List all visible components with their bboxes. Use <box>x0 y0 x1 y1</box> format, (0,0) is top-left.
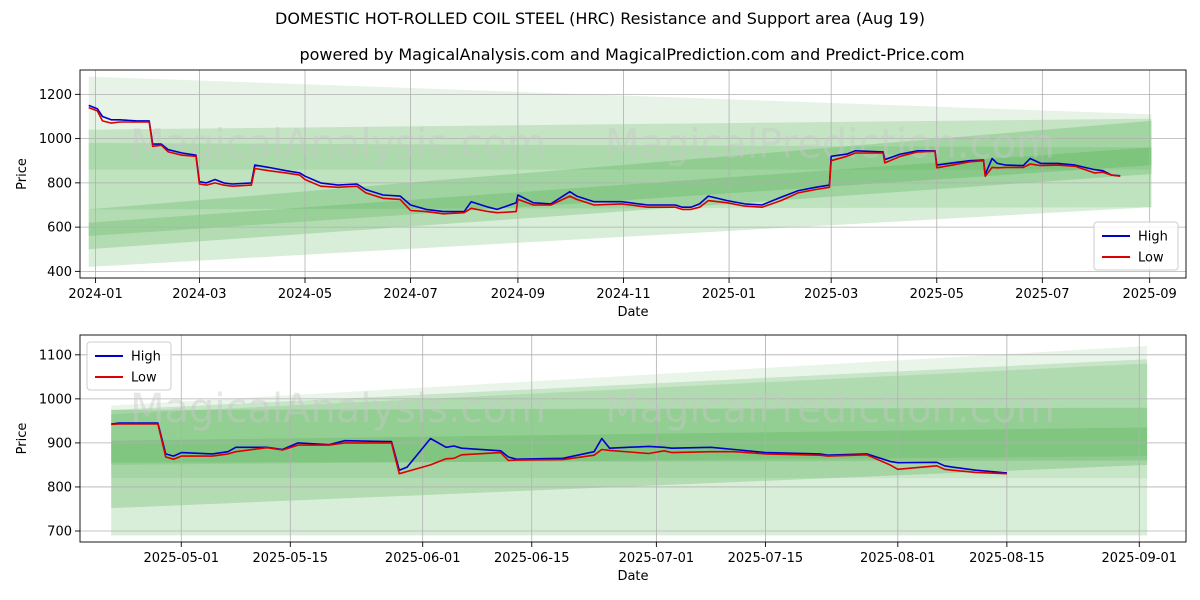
chart-panel-1: MagicalAnalysis.com MagicalPrediction.com… <box>15 69 1187 320</box>
watermark-analysis: MagicalAnalysis.com <box>130 121 546 167</box>
y-tick-label: 1000 <box>39 132 72 147</box>
x-tick-label: 2025-05-01 <box>143 551 219 566</box>
x-axis-label: Date <box>617 305 648 320</box>
x-tick-label: 2025-08-15 <box>969 551 1045 566</box>
support-resistance-band-1 <box>111 346 1148 479</box>
x-tick-label: 2024-03 <box>172 287 226 302</box>
legend-label-low: Low <box>1138 251 1164 266</box>
legend-label-high: High <box>1138 230 1168 245</box>
series-line-high <box>111 422 1007 474</box>
plot-frame <box>79 69 1187 279</box>
series-line-low <box>88 106 1121 215</box>
x-tick-label: 2024-09 <box>491 287 545 302</box>
support-resistance-band-1 <box>88 76 1152 170</box>
y-tick-label: 400 <box>47 265 72 280</box>
x-tick-label: 2025-09-01 <box>1101 551 1177 566</box>
chart-subtitle: powered by MagicalAnalysis.com and Magic… <box>299 45 965 64</box>
watermark-analysis: MagicalAnalysis.com <box>130 386 546 432</box>
series-group <box>111 422 1007 475</box>
support-resistance-band-2 <box>88 118 1152 267</box>
band-group <box>88 76 1152 267</box>
chart-panel-2: MagicalAnalysis.com MagicalPrediction.com… <box>15 334 1187 584</box>
y-tick-label: 1200 <box>39 88 72 103</box>
support-resistance-band-4 <box>88 120 1152 250</box>
watermark-prediction: MagicalPrediction.com <box>605 386 1055 432</box>
x-tick-label: 2025-05 <box>910 287 964 302</box>
x-tick-label: 2025-01 <box>702 287 756 302</box>
y-tick-label: 800 <box>47 480 72 495</box>
x-tick-label: 2025-08-01 <box>860 551 936 566</box>
chart-title: DOMESTIC HOT-ROLLED COIL STEEL (HRC) Res… <box>275 9 925 28</box>
y-tick-label: 800 <box>47 176 72 191</box>
x-tick-label: 2025-03 <box>804 287 858 302</box>
x-axis-label: Date <box>617 569 648 584</box>
x-tick-label: 2025-06-15 <box>494 551 570 566</box>
legend: High Low <box>86 341 172 391</box>
support-resistance-band-3 <box>111 363 1148 465</box>
y-tick-label: 900 <box>47 436 72 451</box>
x-tick-label: 2024-01 <box>68 287 122 302</box>
plot-frame <box>79 334 1187 543</box>
series-group <box>88 104 1121 215</box>
x-tick-label: 2025-07-01 <box>619 551 695 566</box>
legend-label-high: High <box>131 350 161 365</box>
x-tick-label: 2025-07 <box>1015 287 1069 302</box>
y-axis-label: Price <box>15 158 30 190</box>
legend-label-low: Low <box>131 371 157 386</box>
x-tick-label: 2024-07 <box>383 287 437 302</box>
legend: High Low <box>1093 221 1179 271</box>
series-line-high <box>88 104 1121 213</box>
series-line-low <box>111 423 1007 475</box>
watermark-prediction: MagicalPrediction.com <box>605 121 1055 167</box>
y-tick-label: 600 <box>47 221 72 236</box>
x-tick-label: 2025-09 <box>1122 287 1176 302</box>
x-tick-label: 2024-05 <box>278 287 332 302</box>
support-resistance-band-5 <box>111 427 1148 463</box>
y-tick-label: 700 <box>47 524 72 539</box>
y-tick-label: 1000 <box>39 392 72 407</box>
x-tick-label: 2025-05-15 <box>253 551 329 566</box>
y-tick-label: 1100 <box>39 348 72 363</box>
band-group <box>111 346 1148 536</box>
x-tick-label: 2025-06-01 <box>385 551 461 566</box>
y-axis-label: Price <box>15 423 30 455</box>
x-tick-label: 2025-07-15 <box>728 551 804 566</box>
support-resistance-band-4 <box>111 407 1148 509</box>
x-tick-label: 2024-11 <box>596 287 650 302</box>
support-resistance-band-5 <box>88 147 1152 236</box>
